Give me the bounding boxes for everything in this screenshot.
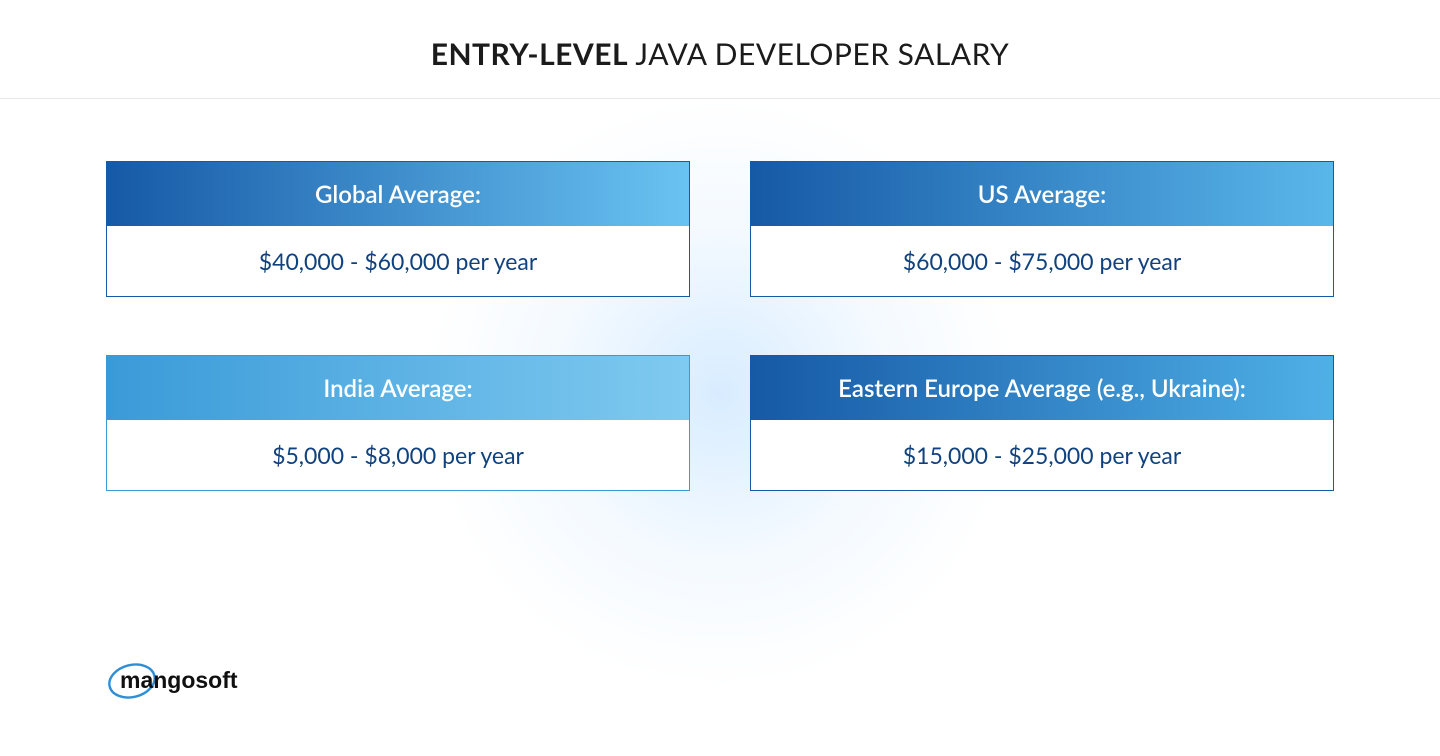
salary-card-label: Global Average:: [107, 162, 689, 226]
salary-card-value: $5,000 - $8,000 per year: [107, 420, 689, 490]
salary-card-label: Eastern Europe Average (e.g., Ukraine):: [751, 356, 1333, 420]
salary-card-value: $60,000 - $75,000 per year: [751, 226, 1333, 296]
title-rest: JAVA DEVELOPER SALARY: [628, 36, 1009, 72]
svg-text:mangosoft: mangosoft: [120, 667, 238, 693]
brand-logo: mangosoft: [106, 652, 278, 710]
salary-card-value: $15,000 - $25,000 per year: [751, 420, 1333, 490]
salary-card-label: India Average:: [107, 356, 689, 420]
salary-card-value: $40,000 - $60,000 per year: [107, 226, 689, 296]
mangosoft-logo-svg: mangosoft: [106, 652, 278, 710]
title-bold: ENTRY-LEVEL: [431, 36, 628, 72]
salary-card: Global Average:$40,000 - $60,000 per yea…: [106, 161, 690, 297]
salary-card: India Average:$5,000 - $8,000 per year: [106, 355, 690, 491]
salary-card: US Average:$60,000 - $75,000 per year: [750, 161, 1334, 297]
divider: [0, 98, 1440, 99]
page-title: ENTRY-LEVEL JAVA DEVELOPER SALARY: [0, 36, 1440, 72]
title-area: ENTRY-LEVEL JAVA DEVELOPER SALARY: [0, 0, 1440, 72]
salary-card-grid: Global Average:$40,000 - $60,000 per yea…: [106, 161, 1334, 491]
salary-card-label: US Average:: [751, 162, 1333, 226]
salary-card: Eastern Europe Average (e.g., Ukraine):$…: [750, 355, 1334, 491]
